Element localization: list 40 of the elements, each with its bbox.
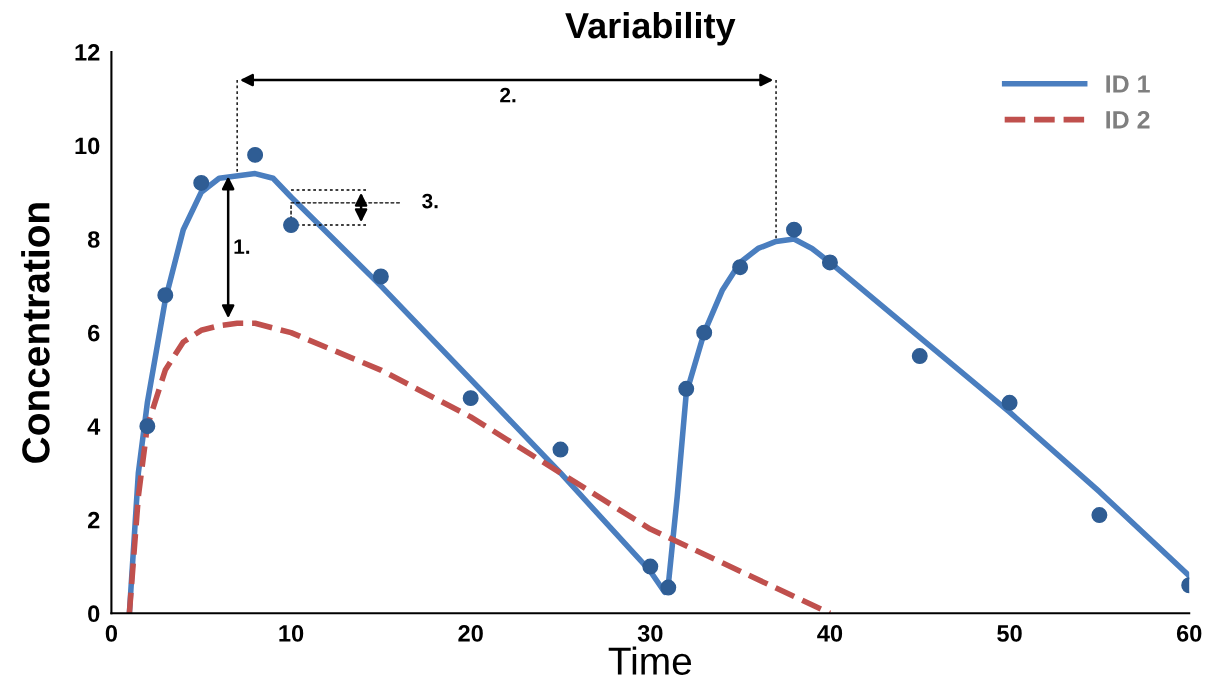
x-tick-label: 60 [1176,625,1202,642]
point [193,174,210,191]
point [678,380,695,397]
point [462,390,479,407]
y-tick-label: 6 [88,324,100,342]
x-tick-label: 0 [105,625,118,642]
y-tick-label: 12 [75,44,100,61]
y-tick-label: 4 [87,418,101,435]
point [696,324,713,341]
point [247,146,264,163]
point [732,259,749,276]
x-tick-label: 20 [458,625,483,642]
point [1001,394,1018,411]
legend-label: ID 2 [1106,110,1150,129]
annotation: 2. [500,87,516,103]
point [283,217,300,234]
x-axis-title: Time [608,646,692,675]
point [157,287,174,304]
point [642,558,659,575]
point [372,268,389,285]
point [139,418,156,435]
x-tick-label: 10 [279,625,304,642]
y-tick-label: 8 [87,231,100,248]
y-tick-label: 2 [87,511,100,529]
x-tick-label: 40 [817,625,843,642]
point [660,579,677,596]
point [1091,507,1108,524]
y-tick-label: 0 [88,605,100,623]
point [552,441,569,458]
y-axis-title: Concentration [21,203,50,463]
point [821,254,838,271]
y-tick-label: 10 [75,137,100,155]
annotation: 3. [422,193,438,209]
point [911,348,928,365]
x-tick-label: 50 [997,625,1022,642]
legend-label: ID 1 [1106,75,1150,93]
point [786,221,802,238]
chart-title: Variability [565,11,736,46]
x-tick-label: 30 [637,625,663,642]
annotation: 1. [234,239,250,254]
